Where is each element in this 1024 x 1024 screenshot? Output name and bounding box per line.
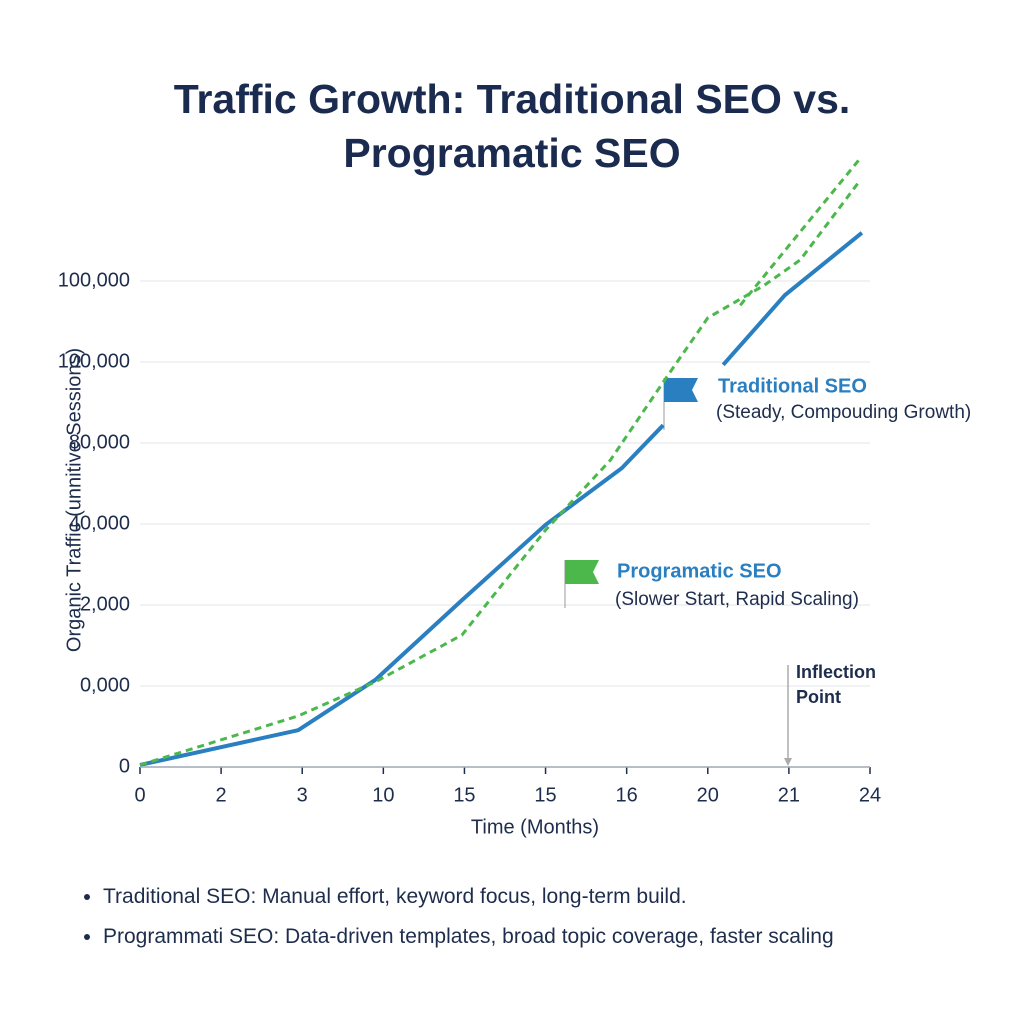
annotation: Inflection Point xyxy=(796,662,876,707)
series-line xyxy=(139,179,862,767)
x-tick-label: 20 xyxy=(697,784,719,806)
x-tick-label: 3 xyxy=(297,784,308,806)
series-line xyxy=(739,157,862,307)
y-tick-label: 40,000 xyxy=(69,512,130,534)
y-tick-label: 100,000 xyxy=(58,269,130,291)
x-tick-label: 15 xyxy=(534,784,556,806)
x-tick-label: 2 xyxy=(216,784,227,806)
chart-title: Traffic Growth: Traditional SEO vs. Prog… xyxy=(173,76,851,176)
x-tick-label: 21 xyxy=(778,784,800,806)
y-tick-label: 0 xyxy=(119,755,130,777)
flag xyxy=(664,378,698,402)
inflection-arrowhead xyxy=(784,758,792,766)
x-tick-label: 15 xyxy=(453,784,475,806)
annotation: (Slower Start, Rapid Scaling) xyxy=(615,589,859,610)
y-tick-label: 100,000 xyxy=(58,350,130,372)
series-label: Programatic SEO xyxy=(617,560,782,582)
series-line xyxy=(139,231,864,767)
flag xyxy=(565,560,599,584)
y-tick-label: 0,000 xyxy=(80,674,130,696)
x-axis-label: Time (Months) xyxy=(471,816,599,838)
series-label: Traditional SEO xyxy=(718,375,867,397)
y-tick-label: 80,000 xyxy=(69,431,130,453)
x-tick-label: 10 xyxy=(372,784,394,806)
x-tick-label: 0 xyxy=(134,784,145,806)
y-tick-label: 2,000 xyxy=(80,593,130,615)
note: Programmati SEO: Data-driven templates, … xyxy=(103,925,834,949)
notes: Traditional SEO: Manual effort, keyword … xyxy=(75,885,834,965)
y-axis-label: Organic Traffic (unnitive Sessions) xyxy=(63,348,85,652)
note: Traditional SEO: Manual effort, keyword … xyxy=(103,885,834,909)
x-tick-label: 16 xyxy=(616,784,638,806)
x-tick-label: 24 xyxy=(859,784,881,806)
annotation: (Steady, Compouding Growth) xyxy=(716,402,971,423)
